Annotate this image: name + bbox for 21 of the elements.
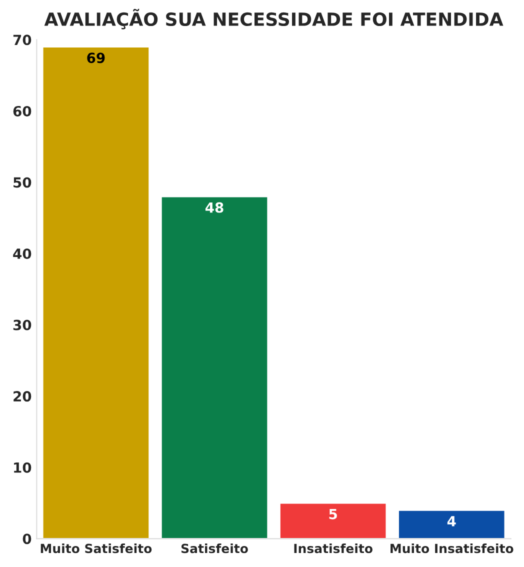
data-label: 48 (205, 202, 224, 213)
chart-title: AVALIAÇÃO SUA NECESSIDADE FOI ATENDIDA (44, 8, 504, 30)
y-tick-label: 30 (13, 320, 32, 330)
x-tick-label: Insatisfeito (294, 544, 372, 554)
y-tick-label: 60 (13, 106, 32, 116)
bar (398, 509, 506, 539)
x-tick-label: Satisfeito (181, 544, 248, 554)
y-tick-label: 50 (14, 177, 32, 188)
y-tick-label: 40 (13, 248, 32, 260)
y-tick-label: 10 (14, 462, 32, 473)
data-label: 4 (447, 516, 456, 526)
y-tick-label: 0 (22, 534, 32, 544)
bar (279, 502, 388, 539)
data-label: 5 (329, 508, 337, 520)
y-tick-label: 70 (13, 34, 32, 46)
data-label: 69 (87, 52, 105, 64)
bar (160, 196, 269, 539)
bar (42, 46, 150, 539)
y-tick-label: 20 (14, 391, 32, 402)
x-tick-label: Muito Satisfeito (40, 544, 152, 554)
x-tick-label: Muito Insatisfeito (390, 544, 514, 554)
